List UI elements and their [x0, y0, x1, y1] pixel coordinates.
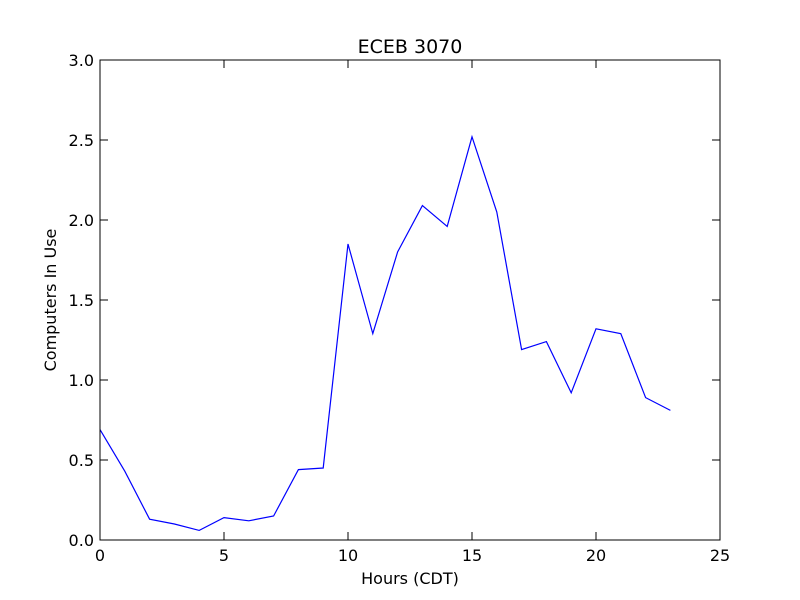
x-tick-label: 25 [710, 546, 730, 565]
x-tick-label: 10 [338, 546, 358, 565]
x-tick-label: 20 [586, 546, 606, 565]
x-tick-label: 15 [462, 546, 482, 565]
x-tick-label: 5 [219, 546, 229, 565]
y-tick-label: 2.0 [69, 211, 94, 230]
y-tick-label: 0.5 [69, 451, 94, 470]
series-layer [99, 134, 671, 532]
y-axis-ticks: 0.0 0.5 1.0 1.5 2.0 2.5 3.0 [69, 51, 720, 550]
chart-title: ECEB 3070 [358, 36, 463, 58]
plot-frame [99, 59, 721, 541]
y-tick-label: 1.5 [69, 291, 94, 310]
y-tick-label: 3.0 [69, 51, 94, 70]
x-tick-label: 0 [95, 546, 105, 565]
y-axis-label: Computers In Use [41, 229, 60, 372]
series-line-0 [99, 134, 671, 532]
y-tick-label: 1.0 [69, 371, 94, 390]
y-tick-label: 2.5 [69, 131, 94, 150]
x-axis-ticks: 0 5 10 15 20 25 [95, 60, 730, 565]
y-tick-label: 0.0 [69, 531, 94, 550]
x-axis-label: Hours (CDT) [361, 569, 459, 588]
